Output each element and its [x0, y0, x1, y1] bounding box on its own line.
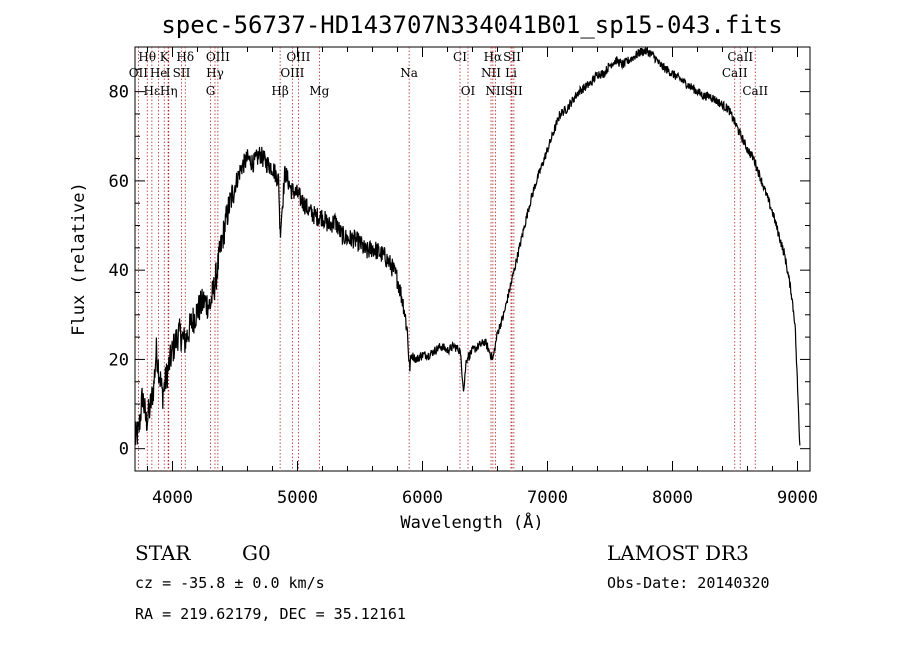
y-tick-label-2: 40: [109, 261, 129, 281]
obs-date-text: Obs-Date: 20140320: [607, 574, 770, 592]
spectral-line-label-15: Na: [400, 66, 418, 80]
x-axis-label: Wavelength (Å): [400, 511, 543, 533]
plot-area: [134, 46, 811, 472]
spectral-line-label-3: OIII: [206, 50, 230, 64]
x-tick-label-4: 8000: [652, 488, 693, 508]
spectral-line-label-14: OIII: [280, 66, 304, 80]
x-tick-label-3: 7000: [527, 488, 568, 508]
spectral-line-markers: [137, 47, 756, 471]
series-flux-line: [134, 46, 801, 446]
x-tick-label-2: 6000: [402, 488, 443, 508]
object-type: STAR: [135, 541, 191, 565]
spectral-line-label-19: Hε: [144, 84, 161, 98]
object-subclass: G0: [242, 541, 271, 565]
y-axis-label: Flux (relative): [69, 182, 89, 336]
spectral-line-label-18: CaII: [722, 66, 748, 80]
survey-name: LAMOST DR3: [607, 541, 749, 565]
spectral-line-label-4: OIII: [286, 50, 310, 64]
spectral-line-label-8: CaII: [727, 50, 753, 64]
x-tick-label-5: 9000: [777, 488, 818, 508]
spectral-line-label-6: Hα: [484, 50, 503, 64]
spectral-line-label-12: SII: [173, 66, 191, 80]
x-tick-labels: 4000 5000 6000 7000 8000 9000: [152, 488, 818, 508]
spectral-line-label-10: He: [150, 66, 168, 80]
y-tick-label-0: 0: [119, 440, 129, 460]
coordinates-text: RA = 219.62179, DEC = 35.12161: [135, 605, 406, 623]
spectral-line-label-25: NII: [485, 84, 505, 98]
spectral-line-label-20: Hη: [160, 84, 178, 98]
redshift-text: cz = -35.8 ± 0.0 km/s: [135, 574, 325, 592]
spectral-line-label-21: G: [206, 84, 216, 98]
tick-marks: [135, 46, 810, 472]
y-tick-label-3: 60: [109, 172, 129, 192]
spectral-line-label-23: Mg: [309, 84, 329, 98]
plot-frame: [134, 46, 811, 472]
spectral-line-label-2: Hδ: [176, 50, 194, 64]
spectral-line-label-1: K: [160, 50, 170, 64]
spectral-line-label-9: OII: [129, 66, 149, 80]
spectral-line-label-16: NII: [481, 66, 501, 80]
spectral-line-label-0: Hθ: [138, 50, 156, 64]
spectral-line-label-17: Li: [505, 66, 517, 80]
spectral-line-label-24: OI: [461, 84, 476, 98]
y-tick-labels: 0 20 40 60 80: [109, 83, 129, 460]
y-tick-label-1: 20: [109, 350, 129, 370]
spectral-line-label-13: Hγ: [206, 66, 224, 80]
x-tick-label-0: 4000: [152, 488, 193, 508]
y-tick-label-4: 80: [109, 83, 129, 103]
spectral-line-label-22: Hβ: [271, 84, 288, 98]
x-tick-label-1: 5000: [277, 488, 318, 508]
spectral-line-label-26: SII: [505, 84, 523, 98]
spectral-line-label-11: I: [166, 66, 171, 80]
spectral-line-label-5: CI: [453, 50, 467, 64]
spectral-line-label-7: SII: [503, 50, 521, 64]
chart-title: spec-56737-HD143707N334041B01_sp15-043.f…: [161, 11, 782, 39]
spectral-line-label-27: CaII: [742, 84, 768, 98]
